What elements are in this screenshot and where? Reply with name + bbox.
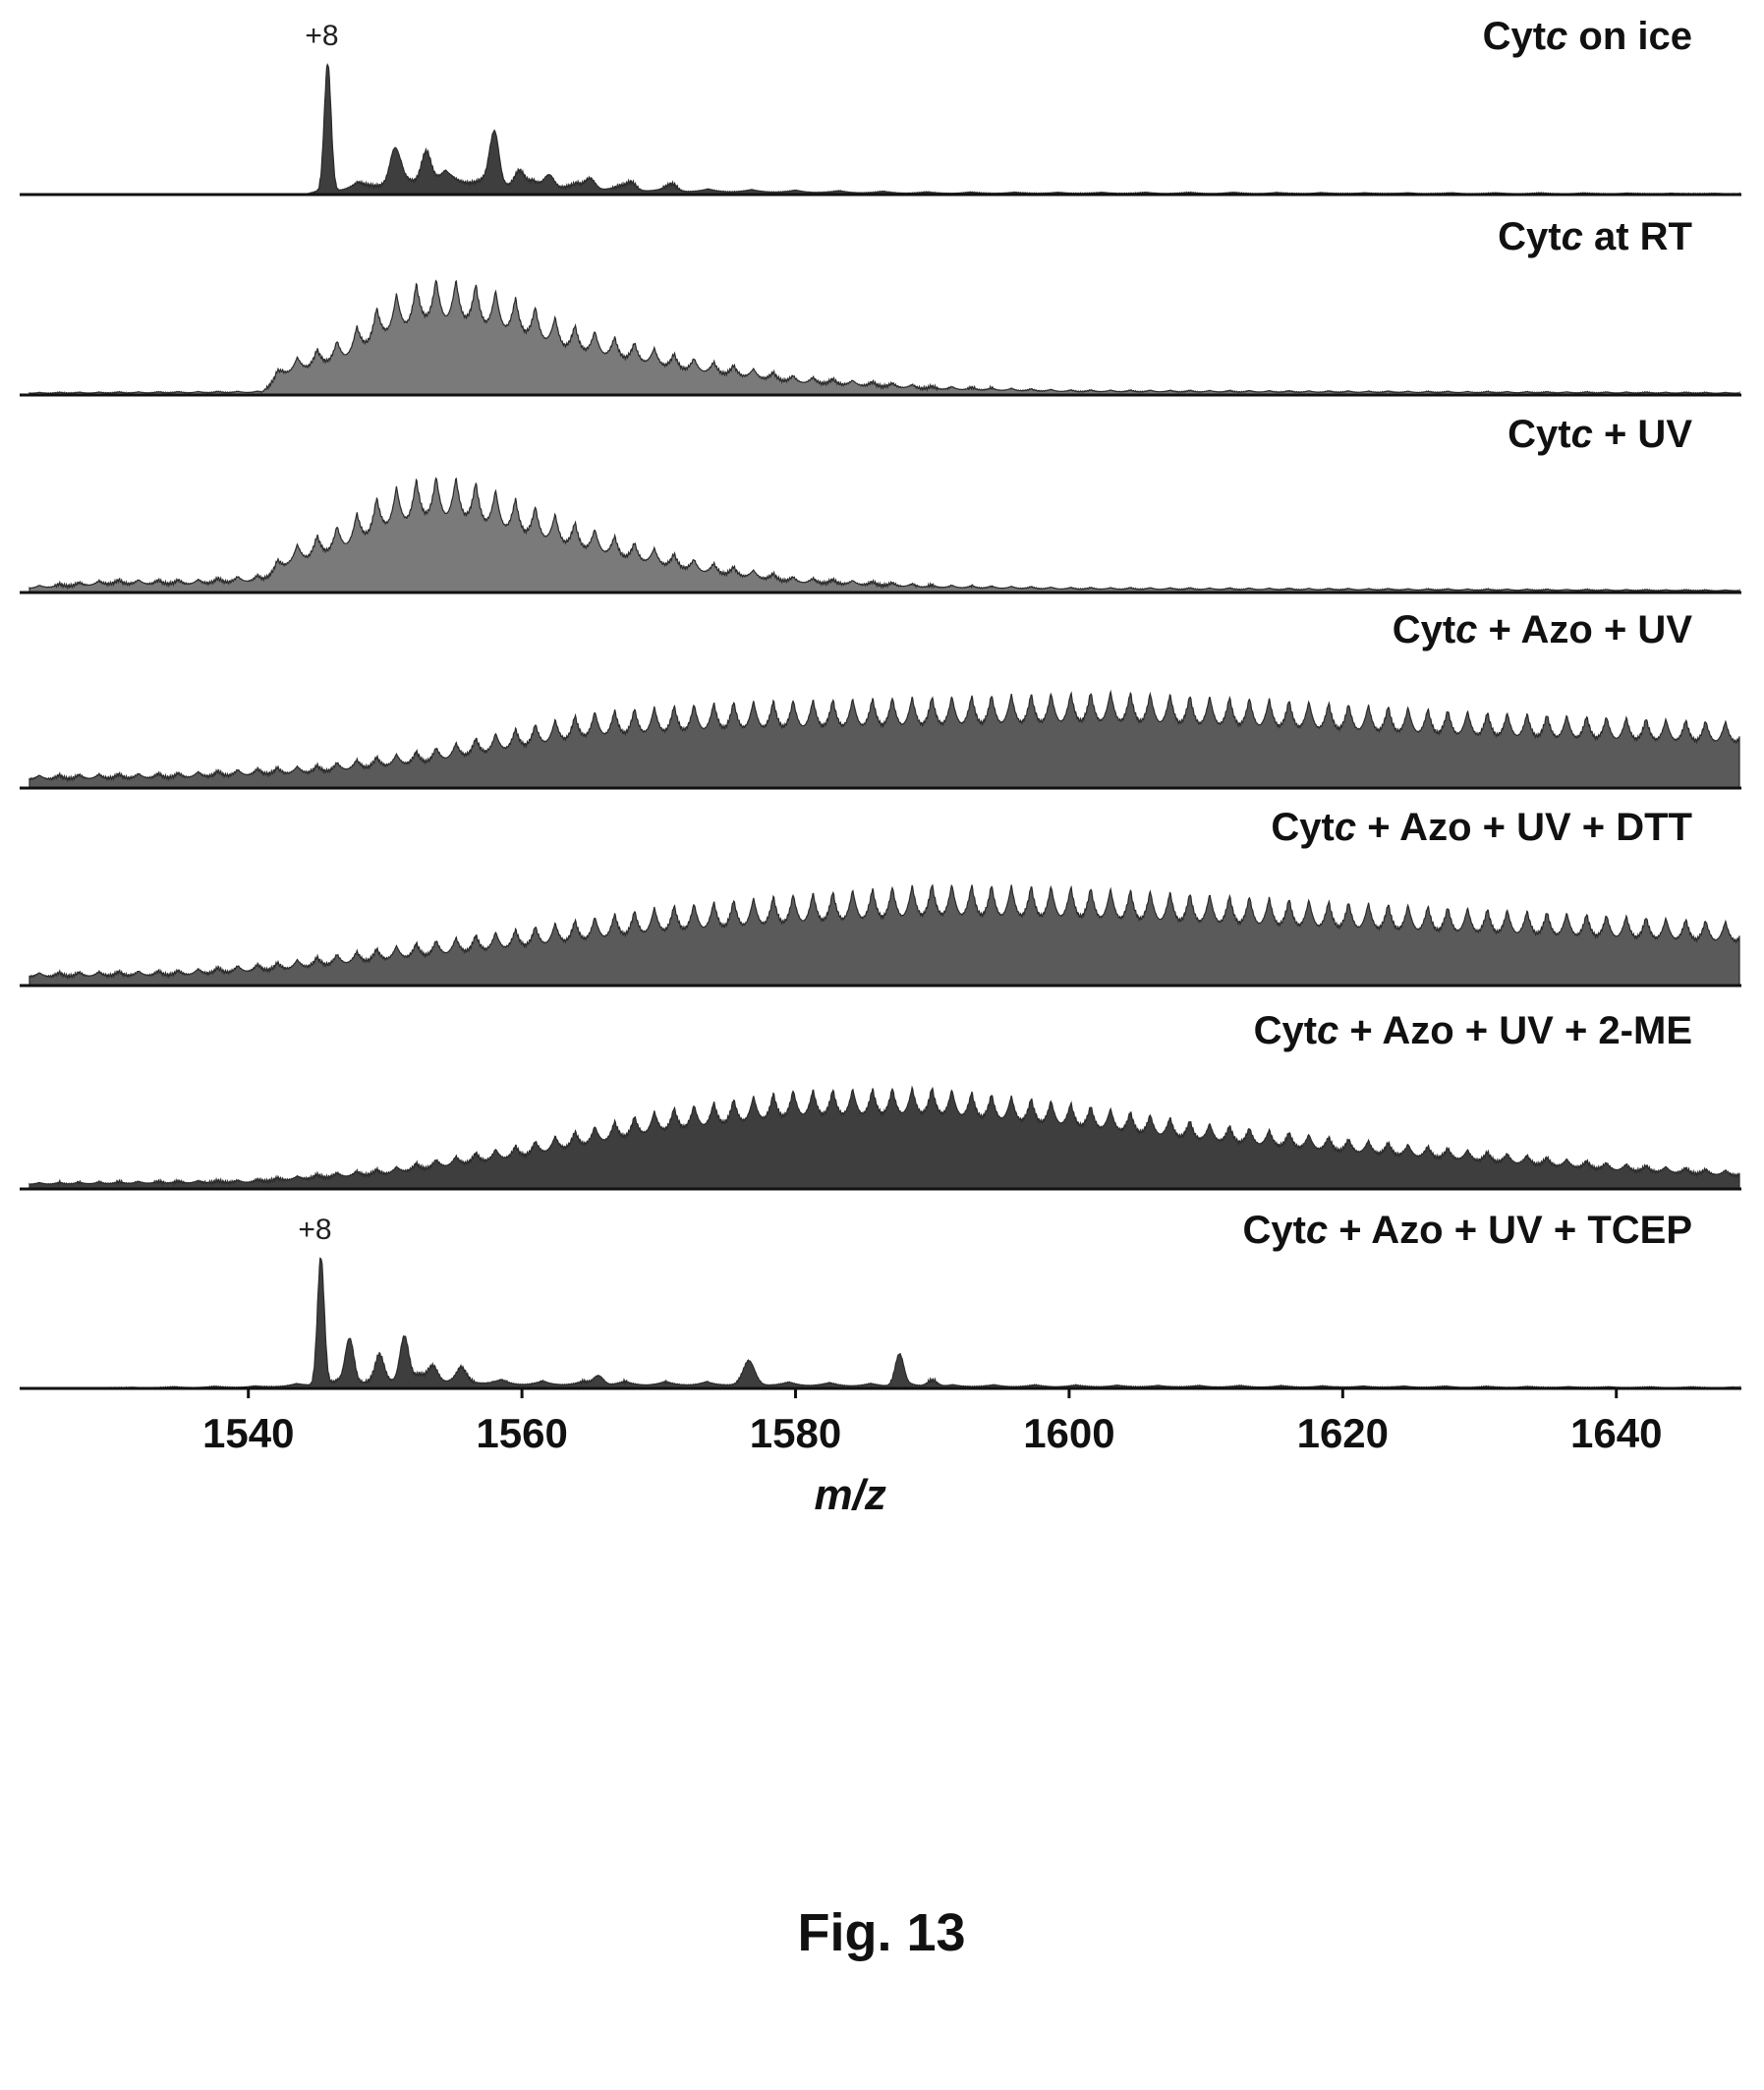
panel-label: Cytc at RT [1498,215,1692,258]
panel-label: Cytc + Azo + UV + TCEP [1242,1209,1692,1252]
panel-label-prefix: Cyt [1242,1209,1305,1252]
panel-label-italic: c [1546,15,1567,58]
panel-label-suffix: + Azo + UV + 2-ME [1338,1009,1692,1052]
spectrum-trace [28,1085,1740,1190]
panel-label-italic: c [1335,806,1356,849]
spectrum-panel: Cytc + Azo + UV + DTT [20,806,1741,988]
spectrum-trace [28,689,1740,789]
panel-label-italic: c [1455,608,1477,651]
spectrum-panel: Cytc + UV [20,413,1741,594]
x-tick-label: 1580 [750,1410,841,1456]
spectrum-panel: Cytc at RT [20,215,1741,397]
panel-label-suffix: + Azo + UV + DTT [1356,806,1692,849]
panel-label-italic: c [1571,413,1593,456]
panel-label-suffix: + Azo + UV + TCEP [1328,1209,1692,1252]
x-tick-label: 1600 [1023,1410,1114,1456]
panel-label: Cytc + Azo + UV + 2-ME [1254,1009,1692,1052]
x-axis: 1540 1560 1580 1600 1620 1640 [202,1388,1662,1456]
panel-label: Cytc + Azo + UV + DTT [1271,806,1692,849]
panel-label-prefix: Cyt [1254,1009,1317,1052]
spectrum-panel: Cytc + Azo + UV + TCEP +8 [20,1209,1741,1390]
peak-annotation: +8 [305,20,338,52]
panel-label-suffix: at RT [1583,215,1692,258]
spectrum-panel: Cytc on ice +8 [20,15,1741,197]
panel-label-prefix: Cyt [1483,15,1546,58]
x-axis-title: m/z [815,1471,886,1519]
panel-label-prefix: Cyt [1393,608,1455,651]
panel-label-italic: c [1317,1009,1338,1052]
spectrum-trace [28,883,1740,987]
spectrum-trace [28,1257,1740,1389]
peak-annotation: +8 [298,1214,331,1246]
panel-label: Cytc + Azo + UV [1393,608,1693,651]
x-tick-label: 1640 [1570,1410,1662,1456]
panel-label-prefix: Cyt [1498,215,1561,258]
panel-label: Cytc + UV [1508,413,1692,456]
x-tick-label: 1620 [1297,1410,1389,1456]
spectrum-trace [28,477,1740,593]
panel-label-italic: c [1562,215,1583,258]
panel-label: Cytc on ice [1483,15,1692,58]
panel-label-italic: c [1306,1209,1328,1252]
panel-label-suffix: on ice [1567,15,1692,58]
spectrum-trace [28,63,1740,196]
x-tick-label: 1540 [202,1410,294,1456]
panel-label-prefix: Cyt [1271,806,1334,849]
figure-caption: Fig. 13 [797,1903,965,1962]
x-tick-label: 1560 [476,1410,567,1456]
panel-label-suffix: + UV [1593,413,1692,456]
spectrum-panel: Cytc + Azo + UV + 2-ME [20,1009,1741,1191]
spectrum-trace [28,279,1740,396]
panel-label-suffix: + Azo + UV [1477,608,1692,651]
panel-label-prefix: Cyt [1508,413,1570,456]
spectrum-panel: Cytc + Azo + UV [20,608,1741,790]
